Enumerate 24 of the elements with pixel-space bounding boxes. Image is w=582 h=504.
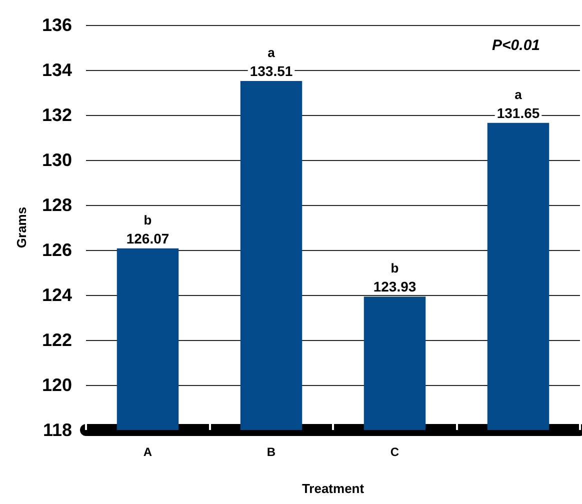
data-label: 123.93 bbox=[373, 278, 416, 295]
annotation: b bbox=[390, 260, 399, 276]
y-tick-label: 126 bbox=[42, 240, 72, 260]
annotation: a bbox=[514, 86, 523, 102]
y-tick-label: 120 bbox=[42, 375, 72, 395]
x-tick-label: B bbox=[266, 445, 276, 459]
y-tick-label: 132 bbox=[42, 105, 72, 125]
y-tick-label: 134 bbox=[42, 60, 72, 80]
annotation: P<0.01 bbox=[492, 37, 540, 54]
y-tick-label: 128 bbox=[42, 195, 72, 215]
annotation: b bbox=[144, 212, 152, 228]
y-tick-label: 130 bbox=[42, 150, 72, 170]
y-axis-title: Grams bbox=[14, 206, 29, 248]
y-tick-label: 136 bbox=[42, 15, 72, 35]
x-tick-label: A bbox=[143, 445, 152, 459]
data-label: 131.65 bbox=[496, 104, 540, 121]
x-axis-title: Treatment bbox=[302, 481, 365, 496]
x-tick-label: C bbox=[390, 445, 400, 459]
y-tick-label: 124 bbox=[42, 285, 72, 305]
y-tick-label: 122 bbox=[42, 330, 72, 350]
y-tick-label: 118 bbox=[42, 420, 72, 440]
annotation: a bbox=[268, 45, 276, 60]
data-label: 126.07 bbox=[126, 230, 170, 246]
data-label: 133.51 bbox=[250, 63, 293, 80]
